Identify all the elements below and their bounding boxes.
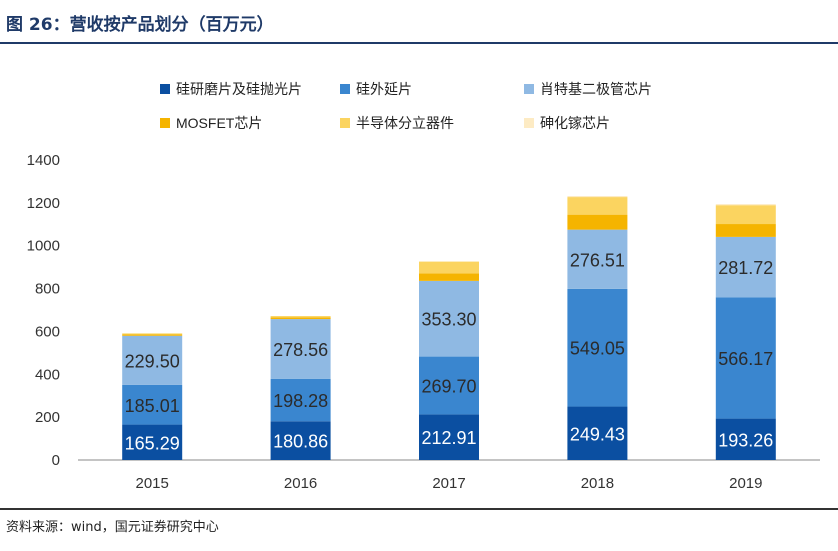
source-note: 资料来源：wind，国元证券研究中心: [6, 520, 219, 535]
data-label: 198.28: [273, 391, 328, 411]
legend-swatch: [340, 118, 350, 128]
y-tick-label: 1200: [27, 195, 60, 212]
legend-swatch: [340, 84, 350, 94]
legend-label: 硅研磨片及硅抛光片: [176, 81, 302, 97]
y-tick-label: 1400: [27, 152, 60, 169]
data-label: 229.50: [125, 351, 180, 371]
x-tick-label: 2017: [432, 475, 465, 492]
data-label: 185.01: [125, 396, 180, 416]
data-label: 212.91: [421, 428, 476, 448]
data-label: 566.17: [718, 349, 773, 369]
legend-label: MOSFET芯片: [176, 115, 262, 131]
bar-segment: [567, 229, 628, 289]
data-label: 549.05: [570, 339, 625, 359]
bar-segment: [122, 424, 183, 460]
legend-swatch: [524, 118, 534, 128]
bar-segment: [567, 197, 628, 215]
bar-segment: [122, 384, 183, 425]
legend-swatch: [524, 84, 534, 94]
bar-segment: [715, 236, 776, 298]
bar-segment: [715, 204, 776, 206]
bar-segment: [715, 418, 776, 460]
bar-segment: [122, 335, 183, 385]
legend-label: 硅外延片: [356, 81, 412, 97]
bar-segment: [122, 334, 183, 336]
x-tick-label: 2018: [581, 475, 614, 492]
bar-segment: [419, 356, 479, 415]
bar-segment: [567, 288, 628, 407]
bar-segment: [270, 378, 331, 422]
x-tick-label: 2015: [136, 475, 169, 492]
title-rule: [0, 42, 838, 44]
figure-title: 图 26：营收按产品划分（百万元）: [6, 15, 274, 35]
bar-segment: [270, 316, 331, 318]
legend-label: 肖特基二极管芯片: [540, 81, 652, 97]
y-tick-label: 400: [35, 366, 60, 383]
bar-segment: [419, 414, 479, 460]
legend-swatch: [160, 118, 170, 128]
bar-segment: [270, 421, 331, 460]
y-tick-label: 1000: [27, 238, 60, 255]
bar-segment: [122, 333, 183, 335]
bar-segment: [270, 317, 331, 320]
data-label: 249.43: [570, 424, 625, 444]
y-tick-label: 800: [35, 281, 60, 298]
data-label: 281.72: [718, 258, 773, 278]
data-label: 193.26: [718, 430, 773, 450]
data-label: 278.56: [273, 340, 328, 360]
y-tick-label: 0: [52, 452, 60, 469]
bar-segment: [567, 214, 628, 230]
data-label: 180.86: [273, 432, 328, 452]
bar-segment: [715, 224, 776, 237]
source-rule: [0, 508, 838, 510]
bar-segment: [715, 205, 776, 225]
legend-label: 半导体分立器件: [356, 115, 454, 131]
data-label: 276.51: [570, 250, 625, 270]
bar-segment: [419, 273, 479, 281]
y-tick-label: 200: [35, 409, 60, 426]
data-label: 165.29: [125, 433, 180, 453]
bar-segment: [270, 319, 331, 379]
bar-segment: [567, 406, 628, 460]
data-label: 353.30: [421, 310, 476, 330]
y-tick-label: 600: [35, 323, 60, 340]
stacked-bar-chart: 硅研磨片及硅抛光片 硅外延片 肖特基二极管芯片 MOSFET芯片 半导体分立器件 砷化镓芯…: [27, 81, 820, 492]
data-label: 269.70: [421, 376, 476, 396]
bar-segment: [419, 261, 479, 274]
legend-swatch: [160, 84, 170, 94]
legend-label: 砷化镓芯片: [540, 115, 610, 131]
bar-segment: [419, 280, 479, 357]
bar-segment: [715, 297, 776, 419]
x-tick-label: 2019: [729, 475, 762, 492]
x-tick-label: 2016: [284, 475, 317, 492]
bar-segment: [567, 196, 628, 198]
